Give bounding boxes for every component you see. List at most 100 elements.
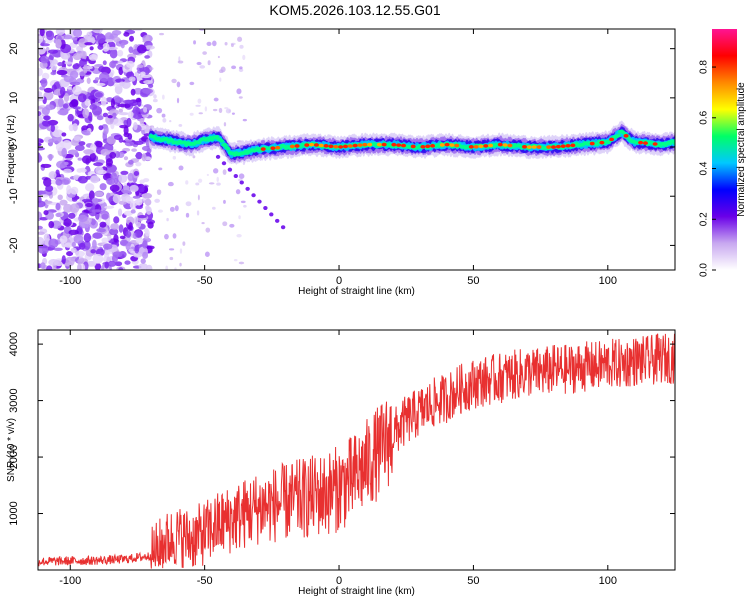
noise-cell [69, 81, 81, 86]
noise-cell [118, 112, 129, 116]
noise-cell [38, 245, 48, 249]
noise-cell [102, 42, 110, 52]
ridge-cell [222, 142, 228, 147]
noise-cell [164, 233, 169, 240]
noise-cell [38, 225, 43, 230]
noise-cell [238, 261, 245, 265]
noise-cell [94, 92, 103, 98]
noise-cell [107, 46, 118, 51]
trail-cell [233, 174, 239, 179]
colorbar-label: Normalized spectral amplitude [736, 82, 747, 217]
noise-cell [63, 218, 72, 227]
noise-cell [235, 189, 241, 195]
noise-cell [176, 81, 181, 88]
ridge-peak [260, 147, 266, 151]
noise-cell [193, 40, 197, 45]
noise-cell [224, 107, 229, 110]
noise-cell [90, 249, 97, 254]
noise-cell [59, 86, 66, 97]
noise-cell [213, 97, 219, 102]
noise-cell [239, 66, 243, 70]
noise-cell [182, 241, 186, 246]
noise-cell [41, 106, 50, 115]
noise-cell [86, 260, 97, 267]
spectrogram-y-axis-label: Frequency (Hz) [6, 115, 17, 184]
noise-cell [73, 106, 81, 110]
noise-cell [86, 77, 91, 84]
noise-cell [43, 115, 51, 121]
noise-cell [57, 109, 69, 116]
noise-cell [135, 204, 143, 210]
noise-cell [82, 198, 92, 203]
noise-cell [61, 147, 68, 158]
ridge-peak [376, 142, 382, 147]
noise-cell [114, 84, 123, 95]
ridge-peak [599, 140, 605, 145]
noise-cell [185, 180, 189, 185]
noise-cell [39, 43, 50, 47]
noise-cell [196, 61, 202, 66]
noise-cell [81, 155, 92, 164]
noise-cell [40, 77, 48, 88]
noise-cell [84, 98, 91, 107]
noise-cell [152, 98, 158, 103]
x-tick-label: 100 [599, 275, 617, 287]
noise-cell [56, 160, 67, 169]
noise-cell [48, 171, 57, 179]
ridge-peak [546, 145, 552, 149]
noise-cell [233, 258, 238, 262]
noise-cell [50, 124, 56, 133]
noise-cell [138, 263, 148, 270]
noise-cell [96, 115, 104, 121]
ridge-peak [425, 144, 431, 149]
noise-cell [38, 142, 42, 147]
noise-cell [38, 35, 44, 44]
ridge-peak [381, 142, 387, 147]
ridge-peak [642, 141, 648, 145]
ridge-peak [444, 142, 450, 147]
noise-cell [61, 255, 66, 265]
noise-cell [189, 112, 194, 116]
noise-cell [78, 141, 86, 146]
noise-cell [143, 80, 154, 85]
x-tick-label: 50 [467, 275, 479, 287]
noise-cell [80, 168, 87, 173]
noise-cell [68, 212, 76, 219]
noise-cell [43, 177, 52, 187]
noise-cell [94, 191, 104, 197]
noise-cell [40, 163, 52, 168]
noise-cell [112, 112, 117, 118]
ridge-peak [502, 143, 508, 147]
noise-cell [169, 256, 174, 261]
noise-cell [60, 39, 66, 50]
noise-cell [38, 146, 45, 151]
ridge-peak [497, 142, 503, 147]
noise-cell [71, 241, 77, 248]
noise-cell [137, 185, 145, 193]
noise-cell [118, 224, 124, 233]
noise-cell [101, 213, 109, 220]
spectrogram-cells [38, 29, 675, 270]
noise-cell [83, 149, 94, 155]
trail-cell [280, 225, 286, 230]
noise-cell [110, 223, 120, 230]
noise-cell [219, 69, 224, 74]
noise-cell [144, 55, 150, 59]
noise-cell [46, 265, 53, 270]
noise-cell [109, 184, 120, 192]
noise-cell [135, 238, 144, 244]
noise-cell [133, 140, 144, 145]
colorbar-tick-label: 0.0 [699, 263, 710, 277]
noise-cell [45, 185, 54, 192]
colorbar-tick-label: 0.6 [699, 110, 710, 124]
ridge-peak [623, 134, 629, 138]
noise-cell [87, 36, 95, 42]
snr-series-line [38, 333, 675, 569]
ridge-peak [526, 145, 532, 149]
noise-cell [53, 247, 63, 251]
ridge-peak [483, 144, 489, 148]
ridge-peak [521, 144, 527, 149]
x-tick-label: 100 [599, 575, 617, 587]
noise-cell [59, 199, 68, 206]
